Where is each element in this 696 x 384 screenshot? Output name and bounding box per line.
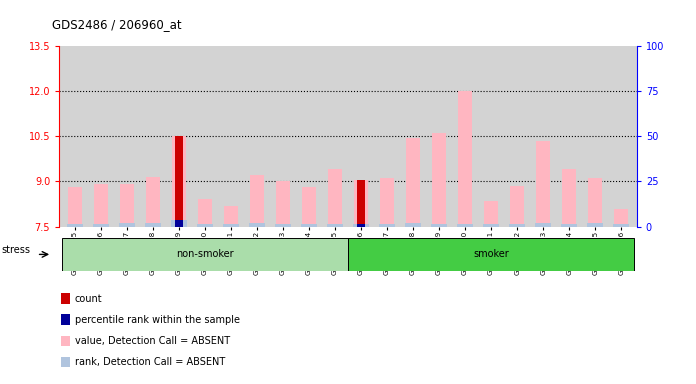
Bar — [357, 224, 365, 227]
Bar — [328, 169, 342, 227]
Bar — [302, 187, 316, 227]
Bar — [587, 223, 603, 227]
Bar — [172, 136, 186, 227]
Bar — [357, 180, 365, 227]
Text: non-smoker: non-smoker — [176, 249, 234, 260]
Bar — [614, 209, 628, 227]
Bar — [223, 205, 238, 227]
Bar — [588, 179, 602, 227]
Text: count: count — [74, 293, 102, 304]
Bar — [457, 224, 473, 227]
Bar — [483, 223, 499, 227]
Text: smoker: smoker — [473, 249, 509, 260]
Bar — [250, 175, 264, 227]
Bar — [484, 201, 498, 227]
Bar — [458, 91, 473, 227]
Bar — [327, 224, 343, 227]
Bar — [175, 136, 183, 227]
Bar — [67, 224, 83, 227]
Bar — [276, 182, 290, 227]
Bar — [197, 223, 213, 227]
Bar — [93, 224, 109, 227]
Bar — [145, 177, 160, 227]
Bar — [120, 184, 134, 227]
Bar — [145, 223, 161, 227]
Bar — [509, 224, 525, 227]
Bar — [171, 220, 187, 227]
Bar — [119, 223, 135, 227]
Bar — [198, 200, 212, 227]
Bar — [432, 133, 446, 227]
Bar — [301, 224, 317, 227]
Text: percentile rank within the sample: percentile rank within the sample — [74, 314, 239, 325]
Bar — [61, 293, 70, 304]
Bar — [535, 223, 551, 227]
Bar — [275, 224, 291, 227]
Text: value, Detection Call = ABSENT: value, Detection Call = ABSENT — [74, 336, 230, 346]
Bar — [61, 336, 70, 346]
Bar — [536, 141, 551, 227]
Bar — [354, 180, 368, 227]
Bar — [94, 184, 108, 227]
Text: rank, Detection Call = ABSENT: rank, Detection Call = ABSENT — [74, 357, 225, 367]
Bar — [249, 223, 264, 227]
Bar — [432, 224, 447, 227]
Bar — [406, 138, 420, 227]
Bar — [405, 223, 421, 227]
Bar — [175, 220, 183, 227]
Bar — [353, 224, 369, 227]
Bar — [68, 187, 82, 227]
Text: GDS2486 / 206960_at: GDS2486 / 206960_at — [52, 18, 182, 31]
Bar — [61, 357, 70, 367]
Bar — [613, 224, 629, 227]
Bar — [223, 224, 239, 227]
Bar — [562, 169, 576, 227]
Text: stress: stress — [1, 245, 30, 255]
Bar — [380, 179, 394, 227]
Bar — [561, 223, 577, 227]
Bar — [62, 238, 348, 271]
Bar — [379, 224, 395, 227]
Bar — [61, 314, 70, 325]
Bar — [510, 186, 524, 227]
Bar — [348, 238, 634, 271]
